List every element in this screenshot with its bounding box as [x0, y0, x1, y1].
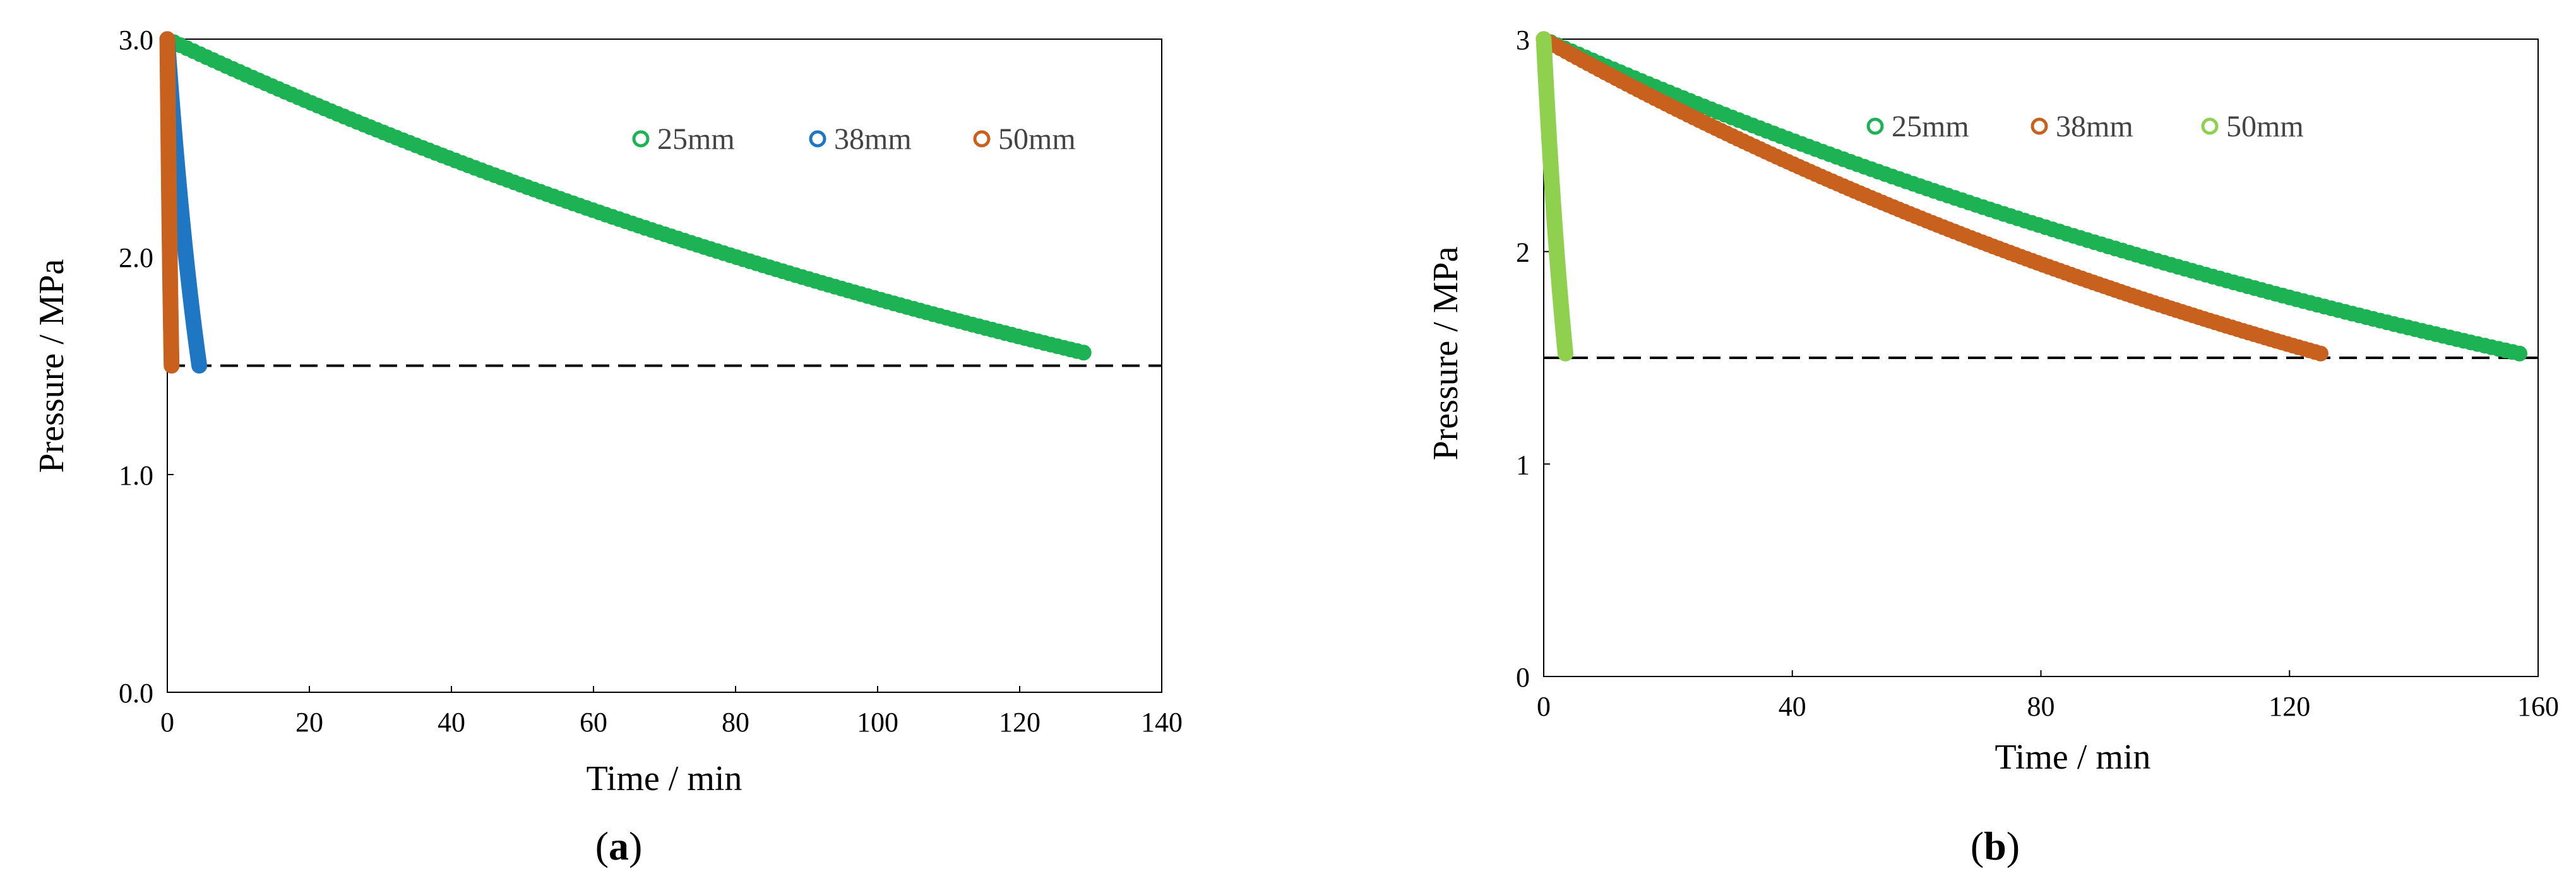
y-tick-label: 3.0 — [119, 25, 153, 56]
x-tick-label: 20 — [295, 707, 323, 738]
series-50mm — [159, 31, 180, 374]
legend-b: 25mm 38mm 50mm — [1866, 110, 2304, 143]
axis-ticks-b: 0 40 80 120 160 0 1 2 3 — [1516, 25, 2559, 722]
x-tick-label: 100 — [857, 707, 898, 738]
legend-label: 50mm — [2226, 110, 2304, 143]
y-tick-label: 2 — [1516, 237, 1530, 268]
series-50mm — [1535, 31, 1573, 362]
legend-marker — [2201, 117, 2219, 135]
x-tick-label: 60 — [580, 707, 607, 738]
legend-label: 38mm — [834, 122, 912, 156]
legend-label: 50mm — [998, 122, 1076, 156]
x-tick-label: 0 — [160, 707, 174, 738]
x-axis-label-a: Time / min — [587, 759, 742, 798]
x-tick-label: 40 — [1779, 691, 1806, 722]
series-25mm — [159, 31, 1092, 361]
series-group-a — [159, 31, 1092, 374]
x-tick-label: 80 — [2027, 691, 2055, 722]
panel-a: 0 20 40 60 80 100 120 140 0.0 1.0 2.0 3.0 25mm 38mm 5… — [32, 25, 1183, 868]
caption-b: (b) — [1971, 824, 2020, 868]
legend-marker — [1866, 117, 1884, 135]
y-tick-label: 1 — [1516, 449, 1530, 480]
legend-marker — [632, 130, 650, 148]
series-38mm — [1535, 31, 2329, 362]
y-tick-label: 1.0 — [119, 460, 153, 491]
legend-label: 25mm — [1892, 110, 1969, 143]
x-tick-label: 0 — [1537, 691, 1551, 722]
series-group-b — [1535, 31, 2527, 362]
y-tick-label: 2.0 — [119, 242, 153, 273]
y-tick-label: 0.0 — [119, 678, 153, 709]
x-tick-label: 120 — [999, 707, 1041, 738]
data-point — [2312, 345, 2329, 362]
y-axis-label-a: Pressure / MPa — [32, 259, 71, 473]
legend-label: 25mm — [657, 122, 735, 156]
data-point — [1075, 345, 1092, 361]
legend-marker — [973, 130, 991, 148]
legend-a: 25mm 38mm 50mm — [632, 122, 1076, 156]
x-axis-label-b: Time / min — [1995, 738, 2151, 777]
x-tick-label: 40 — [438, 707, 465, 738]
x-tick-label: 160 — [2517, 691, 2559, 722]
y-tick-label: 3 — [1516, 25, 1530, 56]
y-tick-label: 0 — [1516, 662, 1530, 693]
data-point — [164, 358, 180, 374]
caption-a: (a) — [595, 824, 643, 868]
legend-marker — [2030, 117, 2048, 135]
legend-label: 38mm — [2056, 110, 2133, 143]
axis-ticks-a: 0 20 40 60 80 100 120 140 0.0 1.0 2.0 3.0 — [119, 25, 1183, 738]
data-point — [2511, 345, 2527, 362]
x-tick-label: 120 — [2269, 691, 2310, 722]
data-point — [1557, 345, 1573, 362]
x-tick-label: 80 — [722, 707, 749, 738]
data-point — [191, 358, 208, 374]
x-tick-label: 140 — [1141, 707, 1183, 738]
legend-marker — [809, 130, 826, 148]
y-axis-label-b: Pressure / MPa — [1426, 246, 1465, 460]
